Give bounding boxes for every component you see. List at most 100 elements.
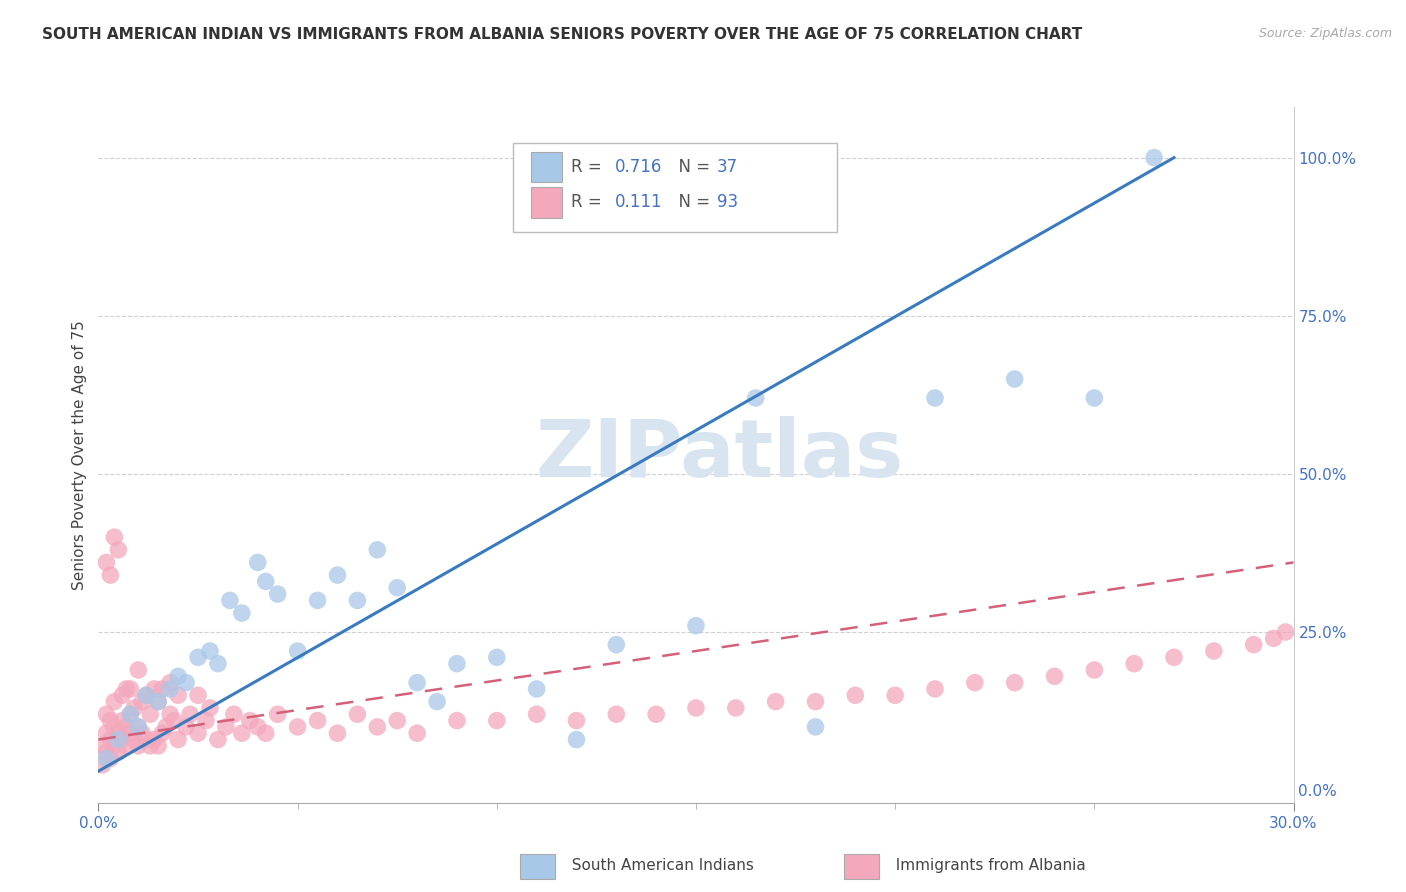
Point [98,714,122,728]
Point [804,695,827,709]
Point [135,688,157,702]
Point [605,707,627,722]
Text: ZIPatlas: ZIPatlas [536,416,904,494]
Point [103,739,125,753]
Point [219,593,242,607]
Point [231,606,253,620]
Point [148,695,170,709]
Point [91,757,114,772]
Point [107,726,129,740]
Point [159,707,181,722]
Text: R =: R = [571,194,612,211]
Point [963,675,986,690]
Point [96,745,118,759]
Point [96,726,118,740]
Text: N =: N = [668,194,720,211]
Point [267,707,290,722]
Point [1274,625,1296,640]
Point [287,720,309,734]
Point [765,695,787,709]
Point [167,732,190,747]
Point [485,650,508,665]
Point [120,681,142,696]
Point [96,751,118,765]
Text: South American Indians: South American Indians [562,858,754,872]
Point [124,701,146,715]
Point [366,542,388,557]
Point [267,587,290,601]
Point [96,707,118,722]
Point [111,732,134,747]
Point [745,391,768,405]
Point [307,714,329,728]
Point [239,714,262,728]
Point [131,726,153,740]
Point [159,675,181,690]
Point [685,618,707,632]
Point [246,720,269,734]
Point [111,688,134,702]
Point [246,556,269,570]
Point [605,638,627,652]
Point [346,593,368,607]
Point [91,739,114,753]
Point [98,732,122,747]
Point [1263,632,1285,646]
Point [1043,669,1066,683]
Point [167,688,190,702]
Point [1004,372,1026,386]
Point [1163,650,1185,665]
Point [107,732,129,747]
Point [346,707,368,722]
Text: R =: R = [571,158,612,176]
Point [198,701,221,715]
Point [254,574,277,589]
Point [1202,644,1225,658]
Point [565,732,588,747]
Point [179,707,201,722]
Point [135,732,157,747]
Text: 37: 37 [717,158,738,176]
Point [406,675,429,690]
Point [150,726,173,740]
Point [127,720,149,734]
Point [111,714,134,728]
Point [884,688,907,702]
Point [724,701,747,715]
Point [844,688,866,702]
Point [159,681,181,696]
Point [406,726,429,740]
Point [187,650,209,665]
Point [139,739,162,753]
Point [1083,391,1105,405]
Point [198,644,221,658]
Point [326,568,349,582]
Text: Immigrants from Albania: Immigrants from Albania [886,858,1085,872]
Point [103,695,125,709]
Point [446,714,468,728]
Point [127,720,149,734]
Point [526,681,548,696]
Point [124,732,146,747]
Point [231,726,253,740]
Point [1123,657,1146,671]
Point [143,681,166,696]
Point [127,739,149,753]
Point [366,720,388,734]
Point [120,707,142,722]
Point [187,688,209,702]
Point [135,688,157,702]
Point [107,745,129,759]
Point [446,657,468,671]
Point [565,714,588,728]
Point [215,720,238,734]
Point [685,701,707,715]
Point [131,695,153,709]
Point [115,681,138,696]
Point [1083,663,1105,677]
Point [139,707,162,722]
Point [326,726,349,740]
Point [127,663,149,677]
Text: 93: 93 [717,194,738,211]
Y-axis label: Seniors Poverty Over the Age of 75: Seniors Poverty Over the Age of 75 [72,320,87,590]
